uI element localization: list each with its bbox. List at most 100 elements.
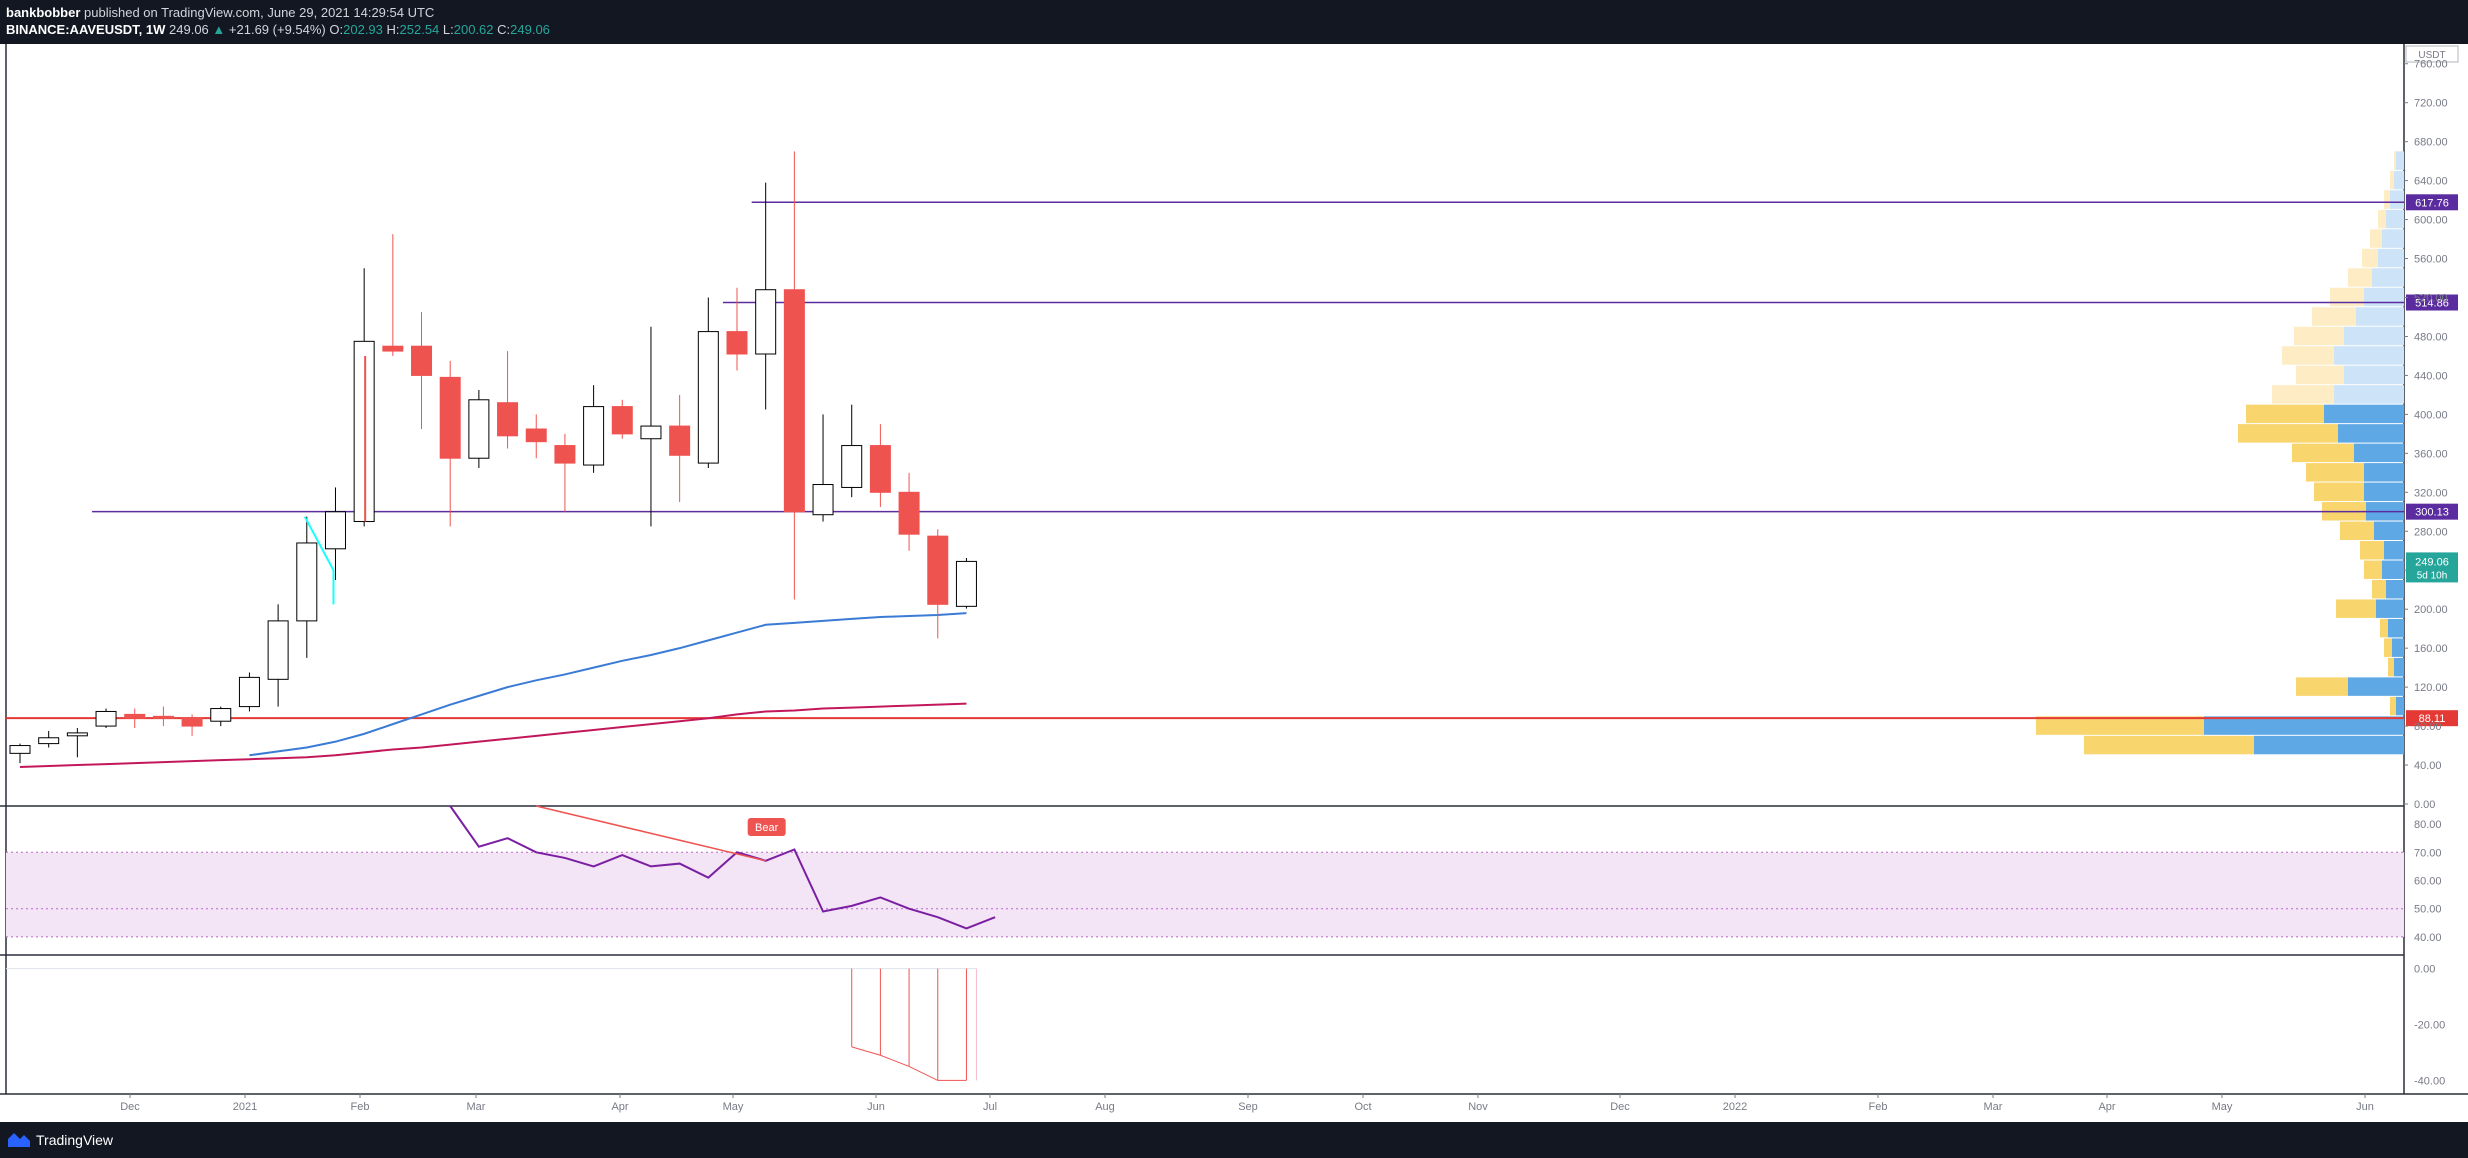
volume-profile-down-bar (2388, 618, 2404, 638)
volume-profile-down-bar (2356, 307, 2404, 326)
time-tick-label: Aug (1095, 1101, 1115, 1113)
volume-profile-down-bar (2254, 735, 2404, 755)
volume-profile-up-bar (2314, 482, 2364, 502)
candle-body[interactable] (812, 484, 834, 516)
candle-body[interactable] (669, 425, 691, 456)
volume-profile-down-bar (2344, 365, 2404, 385)
cyan-drawing-line (303, 516, 335, 605)
level-price-badge (2406, 194, 2458, 211)
volume-profile-down-bar (2372, 268, 2404, 287)
candle-body[interactable] (152, 715, 174, 719)
volume-profile-down-bar (2334, 385, 2404, 404)
level-price-label: 514.86 (2415, 298, 2449, 310)
volume-profile-down-bar (2344, 326, 2404, 346)
chart-area[interactable]: 617.76 514.86 300.13 88.11 USDT 760.00 720.00 6… (0, 44, 2468, 1122)
candle-body[interactable] (755, 289, 777, 355)
tradingview-logo-icon (8, 1133, 30, 1147)
volume-profile-up-bar (2296, 677, 2348, 696)
candle-body[interactable] (898, 491, 920, 535)
volume-profile-down-bar (2364, 463, 2404, 482)
volume-profile-down-bar (2392, 638, 2404, 657)
candle-body[interactable] (296, 542, 318, 622)
candle-body[interactable] (210, 708, 232, 722)
volume-profile-up-bar (2272, 385, 2334, 404)
volume-profile-up-bar (2394, 151, 2396, 170)
bar-countdown-label: 5d 10h (2417, 570, 2448, 581)
candle-body[interactable] (927, 535, 949, 605)
candle-body[interactable] (554, 445, 576, 464)
time-tick-label: May (723, 1101, 744, 1113)
candle-body[interactable] (468, 399, 490, 459)
volume-profile-up-bar (2384, 190, 2390, 209)
candle-body[interactable] (841, 445, 863, 488)
candle-body[interactable] (583, 406, 605, 466)
time-tick-label: Dec (1610, 1101, 1630, 1113)
volume-profile-up-bar (2282, 346, 2334, 365)
candle-body[interactable] (869, 445, 891, 493)
oscillator-tick-label: -40.00 (2414, 1075, 2445, 1087)
candle-body[interactable] (726, 331, 748, 355)
time-tick-label: Jun (2356, 1101, 2374, 1113)
candle-body[interactable] (124, 713, 146, 719)
candle-body[interactable] (324, 511, 346, 550)
candle-body[interactable] (181, 717, 203, 727)
time-tick-label: Nov (1468, 1101, 1488, 1113)
chart-background (0, 44, 2468, 1122)
last-price-label: 249.06 (2415, 556, 2449, 568)
candle-body[interactable] (38, 737, 60, 745)
price-tick-label: 440.00 (2414, 370, 2448, 382)
level-price-badge (2406, 503, 2458, 520)
volume-profile-up-bar (2312, 307, 2356, 326)
price-tick-label: 280.00 (2414, 526, 2448, 538)
candle-body[interactable] (783, 289, 805, 513)
candle-body[interactable] (497, 402, 519, 437)
symbol-label[interactable]: BINANCE:AAVEUSDT, 1W (6, 22, 166, 37)
low-value: 200.62 (453, 22, 494, 37)
volume-profile-up-bar (2372, 579, 2386, 599)
volume-profile-down-bar (2354, 443, 2404, 463)
candle-body[interactable] (9, 745, 31, 754)
rsi-tick-label: 60.00 (2414, 876, 2442, 888)
tradingview-logo[interactable]: TradingView (8, 1132, 113, 1148)
volume-profile-up-bar (2370, 229, 2382, 248)
volume-profile-up-bar (2292, 443, 2354, 463)
author-name[interactable]: bankbobber (6, 5, 81, 20)
volume-profile-up-bar (2296, 365, 2344, 385)
last-price-badge (2406, 552, 2458, 583)
oscillator-line (851, 1046, 967, 1081)
candle-body[interactable] (382, 345, 404, 352)
price-tick-label: 520.00 (2414, 293, 2448, 305)
volume-profile-down-bar (2204, 716, 2404, 735)
level-price-label: 300.13 (2415, 507, 2449, 519)
volume-profile-down-bar (2378, 248, 2404, 268)
price-tick-label: 640.00 (2414, 176, 2448, 188)
oscillator-tick-label: 0.00 (2414, 964, 2435, 976)
candle-body[interactable] (611, 406, 633, 435)
candle-body[interactable] (267, 620, 289, 680)
ma-magenta-line (19, 702, 967, 768)
volume-profile-down-bar (2324, 404, 2404, 424)
volume-profile-up-bar (2036, 716, 2204, 735)
candle-body[interactable] (66, 732, 88, 737)
time-tick-label: 2022 (1723, 1101, 1747, 1113)
candle-body[interactable] (411, 345, 433, 376)
candle-body[interactable] (238, 676, 260, 708)
candle-body[interactable] (95, 710, 117, 727)
level-price-label: 617.76 (2415, 197, 2449, 209)
time-tick-label: Dec (120, 1101, 140, 1113)
oscillator-tick-label: -20.00 (2414, 1020, 2445, 1032)
volume-profile-down-bar (2394, 170, 2404, 190)
candle-body[interactable] (697, 331, 719, 464)
candle-body[interactable] (525, 428, 547, 443)
candle-body[interactable] (955, 560, 977, 607)
candle-body[interactable] (439, 376, 461, 459)
time-tick-label: May (2212, 1101, 2233, 1113)
volume-profile-down-bar (2384, 541, 2404, 560)
volume-profile-up-bar (2340, 521, 2374, 541)
last-price: 249.06 (169, 22, 209, 37)
volume-profile-down-bar (2386, 209, 2404, 229)
time-tick-label: Jun (867, 1101, 885, 1113)
volume-profile-up-bar (2362, 248, 2378, 268)
candle-body[interactable] (640, 425, 662, 440)
